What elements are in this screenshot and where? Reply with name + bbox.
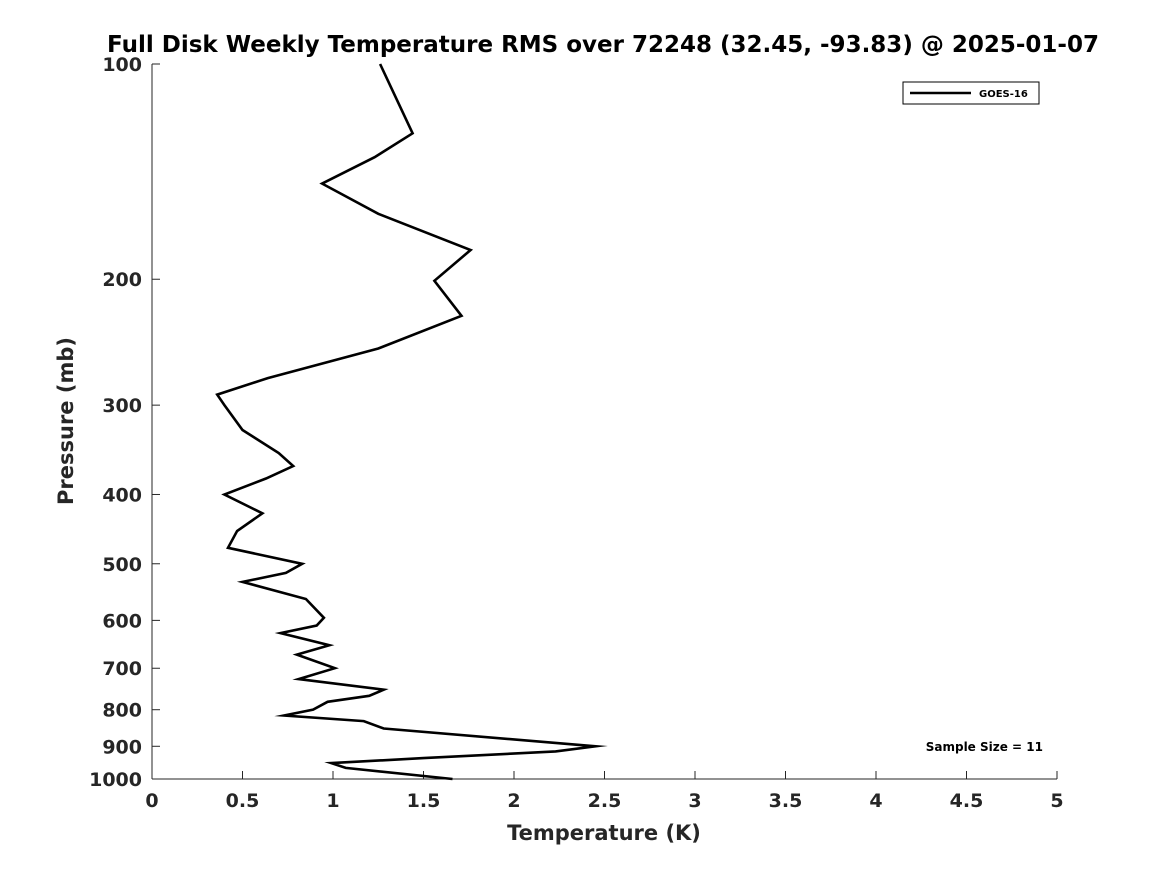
y-tick-label: 900 — [102, 736, 142, 758]
y-tick-label: 800 — [102, 700, 142, 722]
x-axis-label: Temperature (K) — [507, 821, 701, 845]
y-tick-label: 600 — [102, 610, 142, 632]
x-tick-label: 2 — [507, 790, 520, 812]
y-tick-label: 700 — [102, 658, 142, 680]
y-tick-label: 1000 — [89, 769, 142, 791]
x-axis-ticks: 0 0.5 1 1.5 2 2.5 3 3.5 4 4.5 5 — [145, 771, 1064, 812]
x-tick-label: 5 — [1050, 790, 1063, 812]
x-tick-label: 3.5 — [769, 790, 803, 812]
x-tick-label: 1.5 — [407, 790, 441, 812]
y-tick-label: 400 — [102, 484, 142, 506]
series-line-goes-16 — [215, 63, 608, 781]
x-tick-label: 2.5 — [588, 790, 622, 812]
x-tick-label: 0.5 — [226, 790, 260, 812]
x-tick-label: 4.5 — [950, 790, 984, 812]
chart-title: Full Disk Weekly Temperature RMS over 72… — [107, 32, 1099, 58]
legend-entry-goes16: GOES-16 — [979, 89, 1028, 100]
x-tick-label: 3 — [688, 790, 701, 812]
y-tick-label: 100 — [102, 54, 142, 76]
x-tick-label: 0 — [145, 790, 158, 812]
sample-size-annotation: Sample Size = 11 — [926, 740, 1043, 754]
x-tick-label: 1 — [326, 790, 339, 812]
y-tick-label: 200 — [102, 269, 142, 291]
y-tick-label: 500 — [102, 554, 142, 576]
y-axis-ticks: 100 200 300 400 500 600 700 800 900 1000 — [89, 54, 160, 791]
y-tick-label: 300 — [102, 395, 142, 417]
y-axis-label: Pressure (mb) — [54, 337, 78, 505]
series-layer — [215, 63, 608, 781]
legend: GOES-16 — [902, 81, 1040, 105]
x-tick-label: 4 — [869, 790, 882, 812]
